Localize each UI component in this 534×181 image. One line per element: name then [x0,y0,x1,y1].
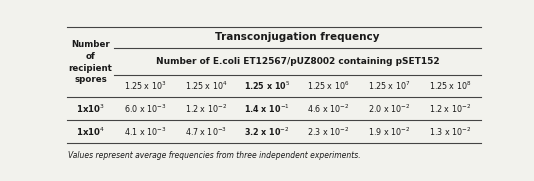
Text: 3.2 x 10$^{-2}$: 3.2 x 10$^{-2}$ [244,125,289,138]
Text: 1.2 x 10$^{-2}$: 1.2 x 10$^{-2}$ [185,102,227,115]
Text: Number
of
recipient
spores: Number of recipient spores [68,40,113,84]
Text: 1.9 x 10$^{-2}$: 1.9 x 10$^{-2}$ [368,125,410,138]
Text: 1x10$^{3}$: 1x10$^{3}$ [76,102,105,115]
Text: 6.0 x 10$^{-3}$: 6.0 x 10$^{-3}$ [123,102,166,115]
Text: 1.25 x 10$^{7}$: 1.25 x 10$^{7}$ [368,80,410,92]
Text: 1.25 x 10$^{4}$: 1.25 x 10$^{4}$ [185,80,227,92]
Text: 1.4 x 10$^{-1}$: 1.4 x 10$^{-1}$ [244,102,290,115]
Text: 2.0 x 10$^{-2}$: 2.0 x 10$^{-2}$ [368,102,410,115]
Text: Values represent average frequencies from three independent experiments.: Values represent average frequencies fro… [68,151,361,160]
Text: 1.25 x 10$^{3}$: 1.25 x 10$^{3}$ [123,80,166,92]
Text: 1.25 x 10$^{8}$: 1.25 x 10$^{8}$ [429,80,472,92]
Text: 2.3 x 10$^{-2}$: 2.3 x 10$^{-2}$ [307,125,349,138]
Text: 1.25 x 10$^{6}$: 1.25 x 10$^{6}$ [307,80,349,92]
Text: 1.25 x 10$^{5}$: 1.25 x 10$^{5}$ [244,80,290,92]
Text: 1.3 x 10$^{-2}$: 1.3 x 10$^{-2}$ [429,125,472,138]
Text: 4.1 x 10$^{-3}$: 4.1 x 10$^{-3}$ [123,125,166,138]
Text: Transconjugation frequency: Transconjugation frequency [215,32,380,42]
Text: 1x10$^{4}$: 1x10$^{4}$ [76,125,105,138]
Text: 4.6 x 10$^{-2}$: 4.6 x 10$^{-2}$ [307,102,349,115]
Text: 1.2 x 10$^{-2}$: 1.2 x 10$^{-2}$ [429,102,471,115]
Text: 4.7 x 10$^{-3}$: 4.7 x 10$^{-3}$ [185,125,227,138]
Text: Number of E.coli ET12567/pUZ8002 containing pSET152: Number of E.coli ET12567/pUZ8002 contain… [155,57,439,66]
